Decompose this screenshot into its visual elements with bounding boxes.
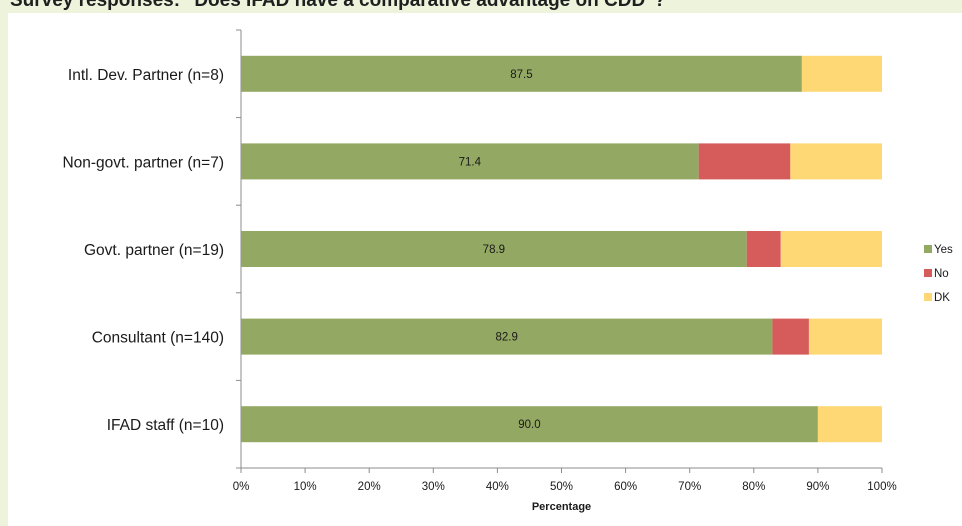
x-tick-label: 20% — [358, 481, 381, 493]
data-label: 82.9 — [495, 332, 517, 344]
x-tick-label: 0% — [233, 481, 250, 493]
x-tick-label: 90% — [806, 481, 829, 493]
bar-yes — [241, 318, 773, 355]
bar-yes — [241, 231, 747, 267]
category-label: IFAD staff (n=10) — [107, 417, 224, 434]
category-label: Intl. Dev. Partner (n=8) — [68, 67, 224, 84]
bar-dk — [808, 318, 882, 355]
data-label: 71.4 — [459, 156, 482, 168]
bar-yes — [241, 55, 802, 92]
x-axis-label: Percentage — [532, 501, 591, 513]
data-label: 90.0 — [518, 419, 540, 431]
x-tick-label: 50% — [550, 481, 573, 493]
x-tick-label: 30% — [422, 481, 445, 493]
legend-label-no: No — [934, 268, 949, 280]
data-label: 87.5 — [510, 69, 532, 81]
axes: 0% 10% 20% 30% 40% 50% 60% 70% 80% 90% 100% Percent… — [233, 29, 897, 513]
x-tick-label: 100% — [867, 481, 896, 493]
category-label: Consultant (n=140) — [92, 330, 224, 347]
chart-title: Survey responses: "Does IFAD have a comp… — [10, 0, 666, 11]
bar-yes — [241, 143, 699, 180]
bar-dk — [790, 143, 882, 180]
category-label: Non-govt. partner (n=7) — [62, 154, 224, 171]
bar-dk — [780, 231, 882, 267]
bar-dk — [801, 55, 882, 92]
legend-label-dk: DK — [934, 292, 950, 304]
category-label: Govt. partner (n=19) — [84, 242, 224, 259]
legend-label-yes: Yes — [934, 244, 953, 256]
legend-swatch-dk — [924, 293, 932, 301]
bars — [241, 55, 882, 443]
x-tick-label: 70% — [678, 481, 701, 493]
bar-no — [772, 318, 809, 355]
labels: Intl. Dev. Partner (n=8) 87.5 Non-govt. pa… — [62, 67, 540, 434]
legend: Yes No DK — [924, 244, 953, 304]
bar-yes — [241, 406, 818, 443]
x-tick-label: 40% — [486, 481, 509, 493]
x-tick-label: 60% — [614, 481, 637, 493]
bar-no — [698, 143, 791, 180]
legend-swatch-yes — [924, 245, 932, 253]
bar-no — [746, 231, 781, 267]
legend-swatch-no — [924, 269, 932, 277]
bar-dk — [817, 406, 882, 443]
x-tick-label: 80% — [742, 481, 765, 493]
data-label: 78.9 — [483, 244, 505, 256]
x-tick-label: 10% — [294, 481, 317, 493]
